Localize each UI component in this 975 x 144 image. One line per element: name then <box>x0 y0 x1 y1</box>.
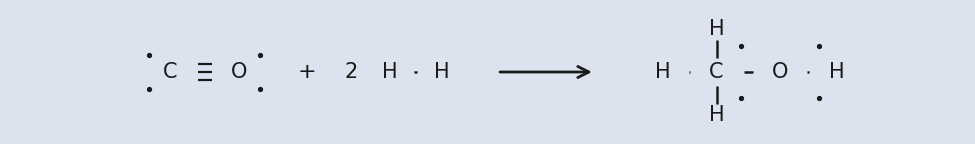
Text: +: + <box>297 62 317 82</box>
Text: C: C <box>164 62 177 82</box>
Text: O: O <box>772 62 788 82</box>
Text: O: O <box>231 62 247 82</box>
Text: C: C <box>710 62 723 82</box>
Text: H: H <box>709 105 724 125</box>
Text: H: H <box>382 62 398 82</box>
Text: H: H <box>655 62 671 82</box>
Text: H: H <box>709 19 724 39</box>
Text: 2: 2 <box>344 62 358 82</box>
Text: H: H <box>829 62 844 82</box>
Text: H: H <box>434 62 449 82</box>
